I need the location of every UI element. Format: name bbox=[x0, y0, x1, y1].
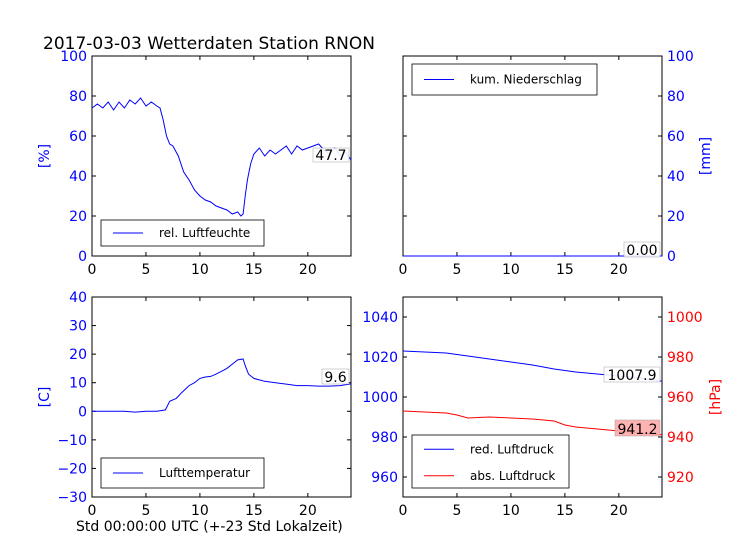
legend-humidity: rel. Luftfeuchte bbox=[100, 219, 265, 247]
x-tick-label: 5 bbox=[452, 262, 461, 278]
y-tick-label: −30 bbox=[57, 490, 87, 506]
y-tick-label-right: 40 bbox=[667, 169, 685, 185]
legend-precip: kum. Niederschlag bbox=[411, 63, 598, 96]
y-tick-label: 1040 bbox=[362, 310, 398, 326]
x-tick-label: 20 bbox=[610, 262, 628, 278]
y-tick-label: 0 bbox=[78, 249, 87, 265]
value-label-box bbox=[603, 366, 661, 383]
y-tick-label: 1000 bbox=[362, 390, 398, 406]
y-tick-label: 20 bbox=[69, 209, 87, 225]
legend-temperature: Lufttemperatur bbox=[100, 457, 265, 489]
y-tick-label-right: 80 bbox=[667, 89, 685, 105]
x-tick-label: 10 bbox=[502, 262, 520, 278]
panel-precip: 0 5 10 15 20 0 20 40 60 80 100 [mm] 0.00 kum. Nieders… bbox=[399, 49, 714, 278]
y-axis-label-right: [hPa] bbox=[708, 379, 724, 415]
legend-box bbox=[411, 434, 570, 489]
y-tick-label: 0 bbox=[78, 404, 87, 420]
x-axis-label: Std 00:00:00 UTC (+-23 Std Lokalzeit) bbox=[76, 519, 343, 535]
y-tick-label: 960 bbox=[371, 470, 398, 486]
y-axis-label: [%] bbox=[37, 144, 53, 168]
y-axis-label: [mm] bbox=[698, 137, 714, 175]
legend-entry: abs. Luftdruck bbox=[470, 469, 555, 483]
x-tick-label: 10 bbox=[191, 503, 209, 519]
x-tick-label: 20 bbox=[299, 503, 317, 519]
series-line-pressure-1 bbox=[402, 410, 663, 436]
value-label-box bbox=[321, 368, 350, 385]
y-tick-label: 980 bbox=[371, 430, 398, 446]
x-tick-label: 15 bbox=[556, 503, 574, 519]
y-tick-label: 40 bbox=[69, 169, 87, 185]
y-tick-label: 40 bbox=[69, 290, 87, 306]
y-tick-label: −20 bbox=[57, 461, 87, 477]
x-tick-label: 10 bbox=[191, 262, 209, 278]
y-axis-label: [C] bbox=[37, 387, 53, 408]
x-tick-label: 20 bbox=[610, 503, 628, 519]
y-tick-label: 10 bbox=[69, 376, 87, 392]
y-tick-label-right: 1000 bbox=[667, 310, 703, 326]
legend-entry: kum. Niederschlag bbox=[470, 73, 582, 87]
value-label-box bbox=[623, 241, 661, 258]
x-tick-label: 5 bbox=[141, 262, 150, 278]
x-tick-label: 0 bbox=[399, 503, 408, 519]
x-tick-label: 5 bbox=[452, 503, 461, 519]
x-tick-label: 5 bbox=[141, 503, 150, 519]
y-tick-label-right: 20 bbox=[667, 209, 685, 225]
last-value-label: 0.00 bbox=[626, 243, 657, 259]
y-tick-label: 80 bbox=[69, 89, 87, 105]
series-line-humidity-0 bbox=[91, 97, 352, 217]
x-tick-label: 20 bbox=[299, 262, 317, 278]
legend-entry: rel. Luftfeuchte bbox=[159, 226, 250, 240]
y-tick-label: 30 bbox=[69, 319, 87, 335]
last-value-label: 9.6 bbox=[324, 370, 346, 386]
last-value-label: 47.7 bbox=[315, 148, 346, 164]
value-label-box bbox=[312, 147, 350, 163]
value-label-box bbox=[614, 419, 661, 437]
y-tick-label-right: 100 bbox=[667, 49, 694, 65]
x-tick-label: 0 bbox=[88, 503, 97, 519]
y-tick-label-right: 940 bbox=[667, 430, 694, 446]
series-line-temperature-0 bbox=[92, 358, 352, 413]
y-tick-label-right: 60 bbox=[667, 129, 685, 145]
x-tick-label: 15 bbox=[245, 503, 263, 519]
last-value-label: 941.2 bbox=[617, 422, 657, 438]
y-tick-label-right: 920 bbox=[667, 470, 694, 486]
y-tick-label-right: 980 bbox=[667, 350, 694, 366]
panel-temperature: 0 5 10 15 20 −30 −20 −10 0 10 20 30 40 [C] 9.6 Lufttemp… bbox=[37, 290, 352, 519]
x-tick-label: 0 bbox=[88, 262, 97, 278]
y-tick-label-right: 960 bbox=[667, 390, 694, 406]
y-tick-label-right: 0 bbox=[667, 249, 676, 265]
panel-pressure: 0 5 10 15 20 960 980 1000 1020 1040 920 940 960 980 10… bbox=[362, 296, 724, 519]
y-tick-label: 100 bbox=[60, 49, 87, 65]
legend-entry: red. Luftdruck bbox=[470, 442, 554, 456]
legend-pressure: red. Luftdruck abs. Luftdruck bbox=[411, 434, 570, 489]
last-value-label: 1007.9 bbox=[608, 368, 657, 384]
x-tick-label: 15 bbox=[245, 262, 263, 278]
x-tick-label: 0 bbox=[399, 262, 408, 278]
figure-title: 2017-03-03 Wetterdaten Station RNON bbox=[43, 34, 375, 54]
y-tick-label: −10 bbox=[57, 433, 87, 449]
x-tick-label: 15 bbox=[556, 262, 574, 278]
y-tick-label: 20 bbox=[69, 347, 87, 363]
x-tick-label: 10 bbox=[502, 503, 520, 519]
y-tick-label: 1020 bbox=[362, 350, 398, 366]
panel-humidity: 0 5 10 15 20 0 20 40 60 80 100 [%] 47.7 rel. Luftfeuc… bbox=[37, 49, 352, 278]
legend-entry: Lufttemperatur bbox=[159, 466, 250, 480]
y-tick-label: 60 bbox=[69, 129, 87, 145]
